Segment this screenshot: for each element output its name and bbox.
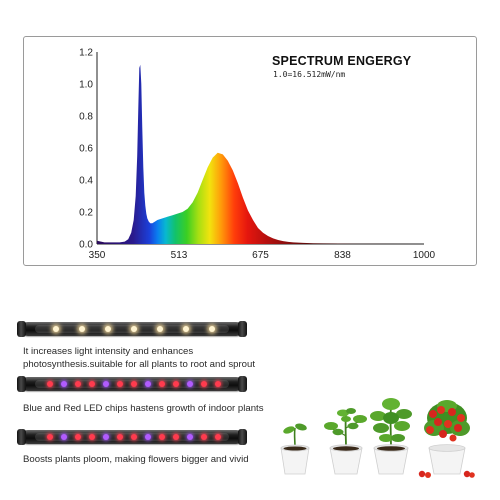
- plant-leafy-image: [370, 398, 412, 475]
- led-chip: [131, 381, 137, 387]
- caption-warm-white: It increases light intensity and enhance…: [23, 346, 255, 371]
- y-tick-label: 1.0: [79, 80, 93, 91]
- x-tick-label: 350: [89, 250, 106, 261]
- led-chip: [157, 326, 163, 332]
- bar-end-cap: [17, 376, 26, 392]
- led-chip: [75, 381, 81, 387]
- caption-line: Blue and Red LED chips hastens growth of…: [23, 403, 264, 414]
- led-chip: [215, 434, 221, 440]
- led-bar-body: [21, 430, 243, 444]
- led-chip: [209, 326, 215, 332]
- led-chip: [183, 326, 189, 332]
- bar-end-cap: [238, 376, 247, 392]
- x-tick-label: 1000: [413, 250, 436, 261]
- x-tick-label: 675: [252, 250, 269, 261]
- spectrum-series-area: [97, 64, 424, 244]
- bar-end-cap: [17, 321, 26, 337]
- led-chip: [47, 434, 53, 440]
- led-lens: [35, 433, 229, 441]
- led-chip: [75, 434, 81, 440]
- led-chip: [89, 381, 95, 387]
- caption-line: It increases light intensity and enhance…: [23, 346, 194, 357]
- led-chip: [117, 381, 123, 387]
- y-tick-label: 0.4: [79, 176, 93, 187]
- led-chip: [117, 434, 123, 440]
- bar-end-cap: [238, 321, 247, 337]
- led-chip: [201, 434, 207, 440]
- x-tick-label: 838: [334, 250, 351, 261]
- spectrum-chart: 0.0 0.2 0.4 0.6 0.8 1.0 1.2 350 513 675 838 1000: [79, 48, 436, 262]
- chart-title: SPECTRUM ENGERGY: [272, 54, 412, 68]
- led-chip: [103, 434, 109, 440]
- caption-line: Boosts plants ploom, making flowers bigg…: [23, 454, 249, 465]
- led-bar-red-blue-2: [17, 429, 247, 445]
- led-chip: [61, 434, 67, 440]
- led-chip: [173, 434, 179, 440]
- caption-red-blue: Blue and Red LED chips hastens growth of…: [23, 403, 264, 416]
- x-tick-label: 513: [171, 250, 188, 261]
- caption-red-blue-2: Boosts plants ploom, making flowers bigg…: [23, 454, 249, 467]
- led-chip: [53, 326, 59, 332]
- led-chip: [47, 381, 53, 387]
- led-chip: [187, 381, 193, 387]
- led-lens: [35, 325, 229, 333]
- y-tick-label: 0.8: [79, 112, 93, 123]
- y-tick-label: 1.2: [79, 48, 93, 59]
- led-chip: [145, 381, 151, 387]
- led-lens: [35, 380, 229, 388]
- led-chip: [145, 434, 151, 440]
- led-bar-red-blue: [17, 376, 247, 392]
- led-chip: [201, 381, 207, 387]
- y-tick-label: 0.0: [79, 240, 93, 251]
- chart-subtitle: 1.0=16.512mW/nm: [273, 70, 346, 79]
- led-bar-body: [21, 377, 243, 391]
- led-chip: [89, 434, 95, 440]
- caption-line: photosynthesis.suitable for all plants t…: [23, 358, 255, 370]
- led-chip: [61, 381, 67, 387]
- y-tick-label: 0.6: [79, 144, 93, 155]
- led-chip: [215, 381, 221, 387]
- led-chip: [173, 381, 179, 387]
- plant-seedling-image: [324, 408, 367, 475]
- y-tick-label: 0.2: [79, 208, 93, 219]
- led-chip: [105, 326, 111, 332]
- led-chip: [187, 434, 193, 440]
- led-bar-body: [21, 322, 243, 336]
- led-chip: [103, 381, 109, 387]
- led-chip: [131, 326, 137, 332]
- plant-fruiting-tomato-image: [418, 400, 475, 478]
- led-chip: [159, 381, 165, 387]
- bar-end-cap: [17, 429, 26, 445]
- bar-end-cap: [238, 429, 247, 445]
- led-bar-warm-white: [17, 321, 247, 337]
- led-chip: [79, 326, 85, 332]
- plant-sprout-image: [280, 423, 310, 475]
- led-chip: [131, 434, 137, 440]
- led-chip: [159, 434, 165, 440]
